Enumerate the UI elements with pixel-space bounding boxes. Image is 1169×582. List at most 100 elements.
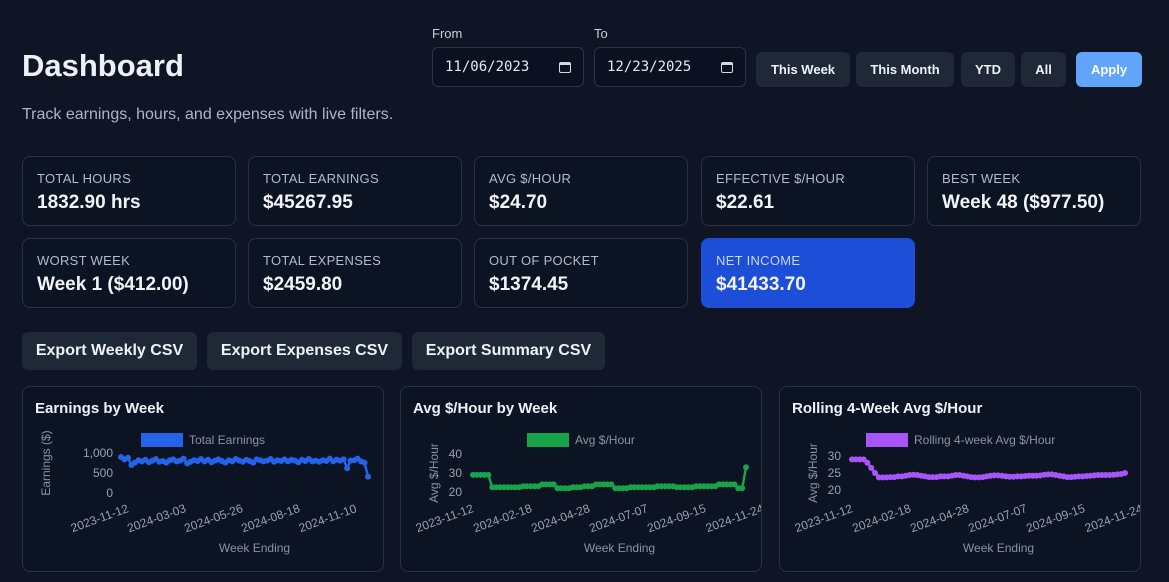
calendar-icon[interactable] — [721, 61, 733, 73]
data-point[interactable] — [361, 459, 368, 466]
y-tick-label: 20 — [828, 483, 842, 497]
x-axis-label: Week Ending — [584, 541, 655, 555]
chart-panel-avg-hour: Avg $/Hour by Week Avg $/Hour 40 30 20 Avg $… — [400, 386, 762, 572]
x-tick-label: 2024-11-24 — [1083, 501, 1141, 535]
calendar-icon[interactable] — [559, 61, 571, 73]
ytd-button[interactable]: YTD — [961, 52, 1015, 87]
y-tick-label: 1,000 — [83, 446, 113, 460]
data-point[interactable] — [743, 464, 749, 471]
stat-card-effective-per-hour: EFFECTIVE $/HOUR $22.61 — [701, 156, 915, 226]
stat-card-total-hours: TOTAL HOURS 1832.90 hrs — [22, 156, 236, 226]
x-tick-label: 2024-09-15 — [1024, 501, 1087, 535]
stat-card-net-income: NET INCOME $41433.70 — [701, 238, 915, 308]
stat-value: 1832.90 hrs — [37, 192, 141, 213]
x-tick-label: 2024-09-15 — [645, 501, 708, 535]
x-tick-label: 2024-02-18 — [850, 501, 913, 535]
all-button[interactable]: All — [1021, 52, 1066, 87]
stat-label: EFFECTIVE $/HOUR — [716, 171, 846, 186]
stat-card-total-expenses: TOTAL EXPENSES $2459.80 — [248, 238, 462, 308]
y-tick-label: 30 — [449, 466, 463, 480]
from-label: From — [432, 26, 463, 41]
chart-panel-earnings: Earnings by Week Total Earnings 1,000 500 0… — [22, 386, 384, 572]
x-tick-label: 2024-08-18 — [239, 501, 302, 535]
data-point[interactable] — [124, 454, 131, 461]
stat-value: Week 48 ($977.50) — [942, 192, 1105, 213]
export-weekly-csv-button[interactable]: Export Weekly CSV — [22, 332, 197, 370]
page-subtitle: Track earnings, hours, and expenses with… — [22, 106, 394, 123]
to-date-input[interactable]: 12/23/2025 — [594, 47, 746, 87]
stat-value: Week 1 ($412.00) — [37, 274, 189, 295]
to-label: To — [594, 26, 608, 41]
y-tick-label: 30 — [828, 449, 842, 463]
x-tick-label: 2024-04-28 — [908, 501, 971, 535]
data-point[interactable] — [860, 456, 867, 463]
x-axis-label: Week Ending — [219, 541, 290, 555]
data-point[interactable] — [739, 485, 746, 492]
y-tick-label: 500 — [93, 466, 113, 480]
stat-label: WORST WEEK — [37, 253, 131, 268]
data-point[interactable] — [731, 481, 738, 488]
x-tick-label: 2024-02-18 — [471, 501, 534, 535]
legend-label: Avg $/Hour — [575, 433, 635, 447]
legend-swatch[interactable] — [141, 433, 183, 447]
x-tick-label: 2024-04-28 — [529, 501, 592, 535]
x-tick-label: 2024-07-07 — [587, 501, 650, 535]
legend-swatch[interactable] — [527, 433, 569, 447]
data-point[interactable] — [872, 470, 879, 476]
stat-value: $24.70 — [489, 192, 548, 213]
export-summary-csv-button[interactable]: Export Summary CSV — [412, 332, 605, 370]
chart-panel-rolling-avg: Rolling 4-Week Avg $/Hour Rolling 4-week… — [779, 386, 1141, 572]
x-tick-label: 2024-11-24 — [704, 501, 762, 535]
data-point[interactable] — [1122, 470, 1128, 476]
stat-label: OUT OF POCKET — [489, 253, 599, 268]
data-point[interactable] — [340, 456, 347, 463]
data-point[interactable] — [608, 481, 615, 488]
data-point[interactable] — [365, 473, 371, 480]
this-month-button[interactable]: This Month — [856, 52, 954, 87]
page-title: Dashboard — [22, 48, 184, 83]
x-tick-label: 2024-05-26 — [182, 501, 245, 535]
x-tick-label: 2023-11-12 — [69, 501, 131, 535]
from-date-input[interactable]: 11/06/2023 — [432, 47, 584, 87]
y-tick-label: 0 — [106, 486, 113, 500]
legend-label: Total Earnings — [189, 433, 265, 447]
data-point[interactable] — [180, 455, 187, 462]
x-axis-label: Week Ending — [963, 541, 1034, 555]
legend-swatch[interactable] — [866, 433, 908, 447]
export-expenses-csv-button[interactable]: Export Expenses CSV — [207, 332, 402, 370]
this-week-button[interactable]: This Week — [756, 52, 850, 87]
chart-title: Earnings by Week — [35, 400, 164, 417]
stat-label: NET INCOME — [716, 253, 801, 268]
x-tick-label: 2024-03-03 — [125, 501, 188, 535]
stat-label: TOTAL HOURS — [37, 171, 132, 186]
data-point[interactable] — [868, 464, 875, 471]
data-point[interactable] — [485, 471, 492, 478]
stat-label: TOTAL EARNINGS — [263, 171, 379, 186]
stat-value: $1374.45 — [489, 274, 569, 295]
y-tick-label: 25 — [828, 466, 842, 480]
apply-button[interactable]: Apply — [1076, 52, 1142, 87]
stat-value: $22.61 — [716, 192, 775, 213]
stat-value: $41433.70 — [716, 274, 806, 295]
x-tick-label: 2024-11-10 — [297, 501, 359, 535]
stat-card-out-of-pocket: OUT OF POCKET $1374.45 — [474, 238, 688, 308]
stat-card-best-week: BEST WEEK Week 48 ($977.50) — [927, 156, 1141, 226]
y-axis-label: Avg $/Hour — [427, 443, 441, 503]
stat-label: TOTAL EXPENSES — [263, 253, 382, 268]
chart-title: Rolling 4-Week Avg $/Hour — [792, 400, 983, 417]
data-point[interactable] — [864, 459, 871, 466]
stat-label: BEST WEEK — [942, 171, 1021, 186]
y-tick-label: 40 — [449, 447, 463, 461]
data-point[interactable] — [344, 465, 351, 472]
stat-card-total-earnings: TOTAL EARNINGS $45267.95 — [248, 156, 462, 226]
x-tick-label: 2023-11-12 — [793, 501, 855, 535]
stat-value: $2459.80 — [263, 274, 343, 295]
y-tick-label: 20 — [449, 485, 463, 499]
data-point[interactable] — [550, 481, 557, 488]
stat-card-worst-week: WORST WEEK Week 1 ($412.00) — [22, 238, 236, 308]
stat-label: AVG $/HOUR — [489, 171, 572, 186]
earnings-chart: Total Earnings 1,000 500 0 Earnings ($) 2023-… — [39, 430, 371, 555]
rolling-avg-chart: Rolling 4-week Avg $/Hour 30 25 20 Avg $/Hou… — [793, 433, 1141, 555]
x-tick-label: 2024-07-07 — [966, 501, 1029, 535]
y-axis-label: Avg $/Hour — [806, 443, 820, 503]
